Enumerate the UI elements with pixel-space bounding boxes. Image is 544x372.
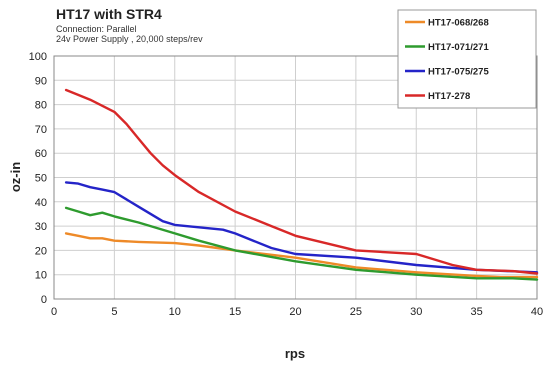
legend: HT17-068/268 HT17-071/271 HT17-075/275 HT17… [397,9,537,109]
x-tick-label: 0 [51,306,57,318]
x-tick-label: 15 [229,306,241,318]
y-tick-label: 60 [35,148,47,160]
legend-label-3: HT17-075/275 [428,67,489,78]
legend-label-2: HT17-071/271 [428,42,489,53]
x-tick-label: 10 [169,306,181,318]
y-tick-label: 10 [35,270,47,282]
x-tick-labels: 0 5 10 15 20 25 30 35 40 [51,306,543,318]
x-tick-label: 20 [289,306,301,318]
y-tick-label: 100 [29,51,47,63]
legend-label-1: HT17-068/268 [428,18,489,29]
x-tick-label: 25 [350,306,362,318]
series-line-4 [64,88,539,275]
x-tick-label: 30 [410,306,422,318]
y-tick-label: 20 [35,245,47,257]
y-tick-label: 40 [35,197,47,209]
y-tick-labels: 0 10 20 30 40 50 60 70 80 90 100 [29,51,47,306]
chart-title: HT17 with STR4 [56,6,162,22]
chart-subtitle-line-1: Connection: Parallel [56,24,137,34]
y-tick-label: 90 [35,75,47,87]
x-tick-label: 40 [531,306,543,318]
legend-box [397,9,537,109]
y-axis-label: oz-in [8,162,23,192]
y-tick-label: 0 [41,294,47,306]
series-line-2 [64,206,539,281]
y-tick-label: 70 [35,124,47,136]
series-line-1 [64,232,539,279]
y-tick-label: 50 [35,173,47,185]
x-tick-label: 35 [471,306,483,318]
chart-subtitle-line-2: 24v Power Supply , 20,000 steps/rev [56,34,203,44]
y-tick-label: 30 [35,221,47,233]
series-lines [64,88,539,281]
series-line-3 [64,181,539,274]
x-axis-label: rps [285,346,305,361]
y-tick-label: 80 [35,100,47,112]
plot-frame [53,55,538,300]
legend-label-4: HT17-278 [428,91,470,102]
x-tick-label: 5 [111,306,117,318]
